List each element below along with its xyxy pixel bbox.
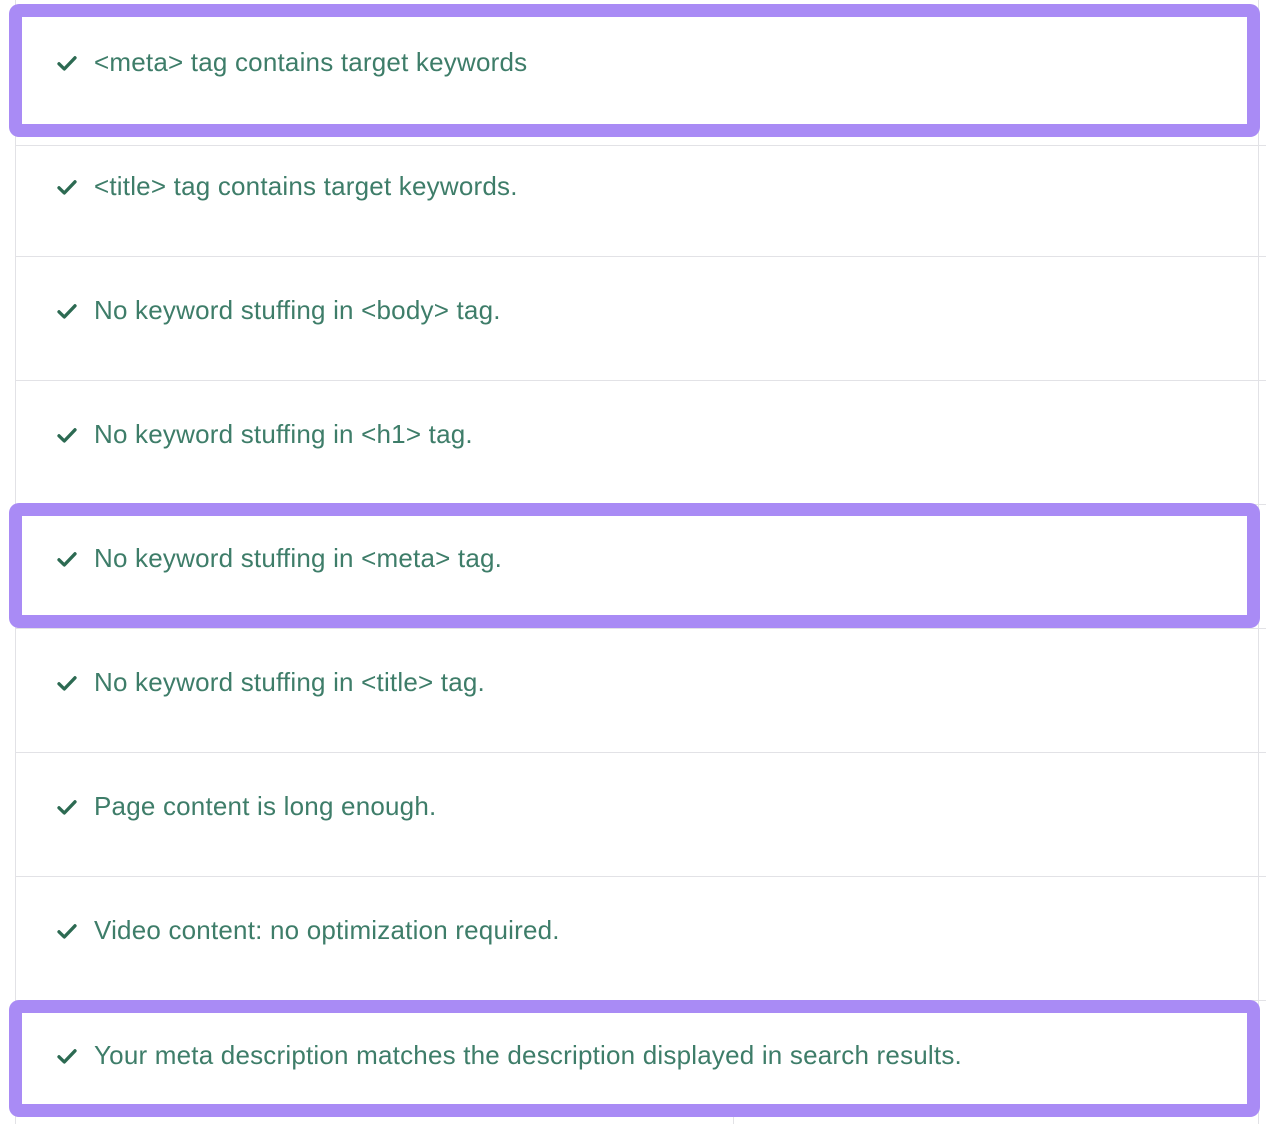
check-icon bbox=[55, 51, 79, 75]
checklist-row: Page content is long enough. bbox=[16, 753, 1266, 877]
checklist-row: Video content: no optimization required. bbox=[16, 877, 1266, 1001]
checklist-item: <meta> tag contains target keywords bbox=[55, 47, 527, 78]
checklist-item: Video content: no optimization required. bbox=[55, 915, 560, 946]
checklist-item: No keyword stuffing in <h1> tag. bbox=[55, 419, 473, 450]
checklist-item: Page content is long enough. bbox=[55, 791, 436, 822]
check-icon bbox=[55, 175, 79, 199]
checklist-item-text: No keyword stuffing in <h1> tag. bbox=[94, 418, 473, 449]
checklist-row: <title> tag contains target keywords. bbox=[16, 146, 1266, 257]
check-icon bbox=[55, 1044, 79, 1068]
checklist-item-text: Your meta description matches the descri… bbox=[94, 1039, 962, 1070]
checklist-row: No keyword stuffing in <meta> tag. bbox=[9, 503, 1266, 629]
checklist-item-text: Video content: no optimization required. bbox=[94, 914, 560, 945]
checklist-table: <meta> tag contains target keywords <tit… bbox=[9, 0, 1266, 1124]
right-column-divider bbox=[1258, 0, 1259, 1124]
checklist-item-text: <title> tag contains target keywords. bbox=[94, 171, 518, 202]
check-icon bbox=[55, 795, 79, 819]
checklist-item-text: No keyword stuffing in <title> tag. bbox=[94, 666, 485, 697]
checklist-row: No keyword stuffing in <body> tag. bbox=[16, 257, 1266, 381]
checklist-item: Your meta description matches the descri… bbox=[55, 1040, 962, 1071]
checklist-item: No keyword stuffing in <body> tag. bbox=[55, 295, 501, 326]
check-icon bbox=[55, 671, 79, 695]
checklist-item: <title> tag contains target keywords. bbox=[55, 171, 518, 202]
check-icon bbox=[55, 423, 79, 447]
check-icon bbox=[55, 919, 79, 943]
checklist-row: Your meta description matches the descri… bbox=[9, 1000, 1266, 1124]
checklist-item: No keyword stuffing in <meta> tag. bbox=[55, 543, 502, 574]
checklist-item-text: No keyword stuffing in <meta> tag. bbox=[94, 542, 503, 573]
checklist-item: No keyword stuffing in <title> tag. bbox=[55, 667, 485, 698]
checklist-row: No keyword stuffing in <h1> tag. bbox=[16, 381, 1266, 505]
check-icon bbox=[55, 299, 79, 323]
checklist-row: No keyword stuffing in <title> tag. bbox=[16, 629, 1266, 753]
check-icon bbox=[55, 547, 79, 571]
checklist-item-text: <meta> tag contains target keywords bbox=[94, 46, 528, 77]
bottom-row-divider bbox=[733, 1117, 734, 1124]
checklist-item-text: Page content is long enough. bbox=[94, 790, 437, 821]
checklist-item-text: No keyword stuffing in <body> tag. bbox=[94, 294, 501, 325]
checklist-row: <meta> tag contains target keywords bbox=[9, 0, 1266, 146]
